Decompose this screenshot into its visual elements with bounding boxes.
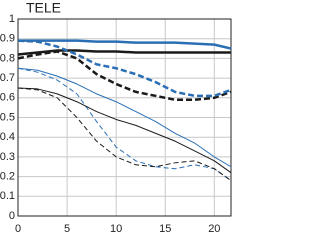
plot-frame bbox=[17, 18, 232, 217]
series-line bbox=[17, 87, 232, 181]
x-tick-label: 20 bbox=[208, 223, 220, 235]
series-line bbox=[17, 67, 232, 168]
x-tick-label: 0 bbox=[15, 223, 21, 235]
y-tick-label: 0.5 bbox=[0, 111, 15, 123]
y-tick-label: 0.6 bbox=[0, 92, 15, 104]
y-tick-label: 0.4 bbox=[0, 131, 15, 143]
x-tick-label: 5 bbox=[64, 223, 70, 235]
y-tick-label: 0 bbox=[9, 210, 15, 222]
y-tick-label: 0.7 bbox=[0, 72, 15, 84]
x-tick-label: 15 bbox=[159, 223, 171, 235]
series-line bbox=[17, 39, 232, 98]
series-line bbox=[18, 39, 232, 50]
y-tick-label: 0.9 bbox=[0, 33, 15, 45]
chart-title: TELE bbox=[26, 0, 61, 16]
y-tick-label: 0.8 bbox=[0, 52, 15, 64]
series-line bbox=[17, 67, 232, 181]
y-tick-label: 0.3 bbox=[0, 151, 15, 163]
series-line bbox=[17, 87, 232, 174]
series-line bbox=[17, 50, 232, 102]
y-tick-label: 0.2 bbox=[0, 171, 15, 183]
chart: TELE 00.10.20.30.40.50.60.70.80.910 5 10 15… bbox=[0, 0, 232, 235]
x-tick-label: 10 bbox=[110, 223, 122, 235]
y-tick-label: 1 bbox=[9, 13, 15, 25]
y-tick-label: 0.1 bbox=[0, 190, 15, 202]
